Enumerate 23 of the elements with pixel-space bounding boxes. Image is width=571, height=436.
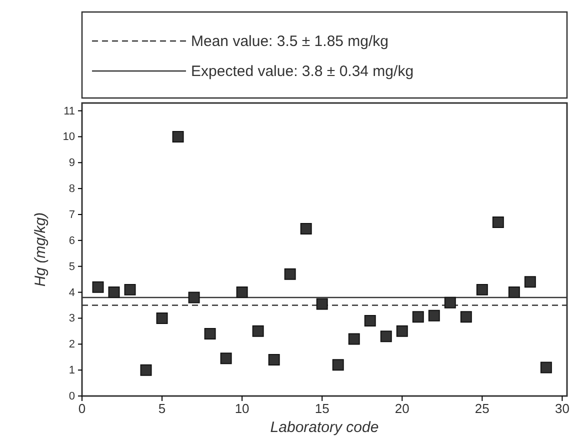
x-tick-label: 30 [554,401,570,416]
y-tick-label: 11 [64,105,75,118]
y-tick-label: 8 [68,183,75,196]
y-tick-label: 5 [68,260,75,273]
x-tick-label: 5 [158,401,166,416]
x-tick-label: 15 [314,401,330,416]
legend-label: Mean value: 3.5 ± 1.85 mg/kg [191,33,389,50]
x-tick-label: 0 [78,401,86,416]
y-tick-label: 9 [68,157,75,170]
x-axis-title: Laboratory code [270,419,379,436]
y-tick-label: 0 [68,390,75,403]
y-tick-label: 10 [62,131,75,144]
x-tick-label: 10 [234,401,250,416]
y-tick-label: 2 [68,338,75,351]
y-tick-label: 4 [68,286,75,299]
legend-label: Expected value: 3.8 ± 0.34 mg/kg [191,63,414,80]
x-tick-label: 25 [474,401,490,416]
y-axis-title: Hg (mg/kg) [32,212,49,287]
y-tick-label: 6 [68,234,75,247]
y-tick-label: 7 [68,209,75,222]
x-tick-label: 20 [394,401,410,416]
y-tick-label: 1 [68,364,75,377]
y-tick-label: 3 [68,312,75,325]
